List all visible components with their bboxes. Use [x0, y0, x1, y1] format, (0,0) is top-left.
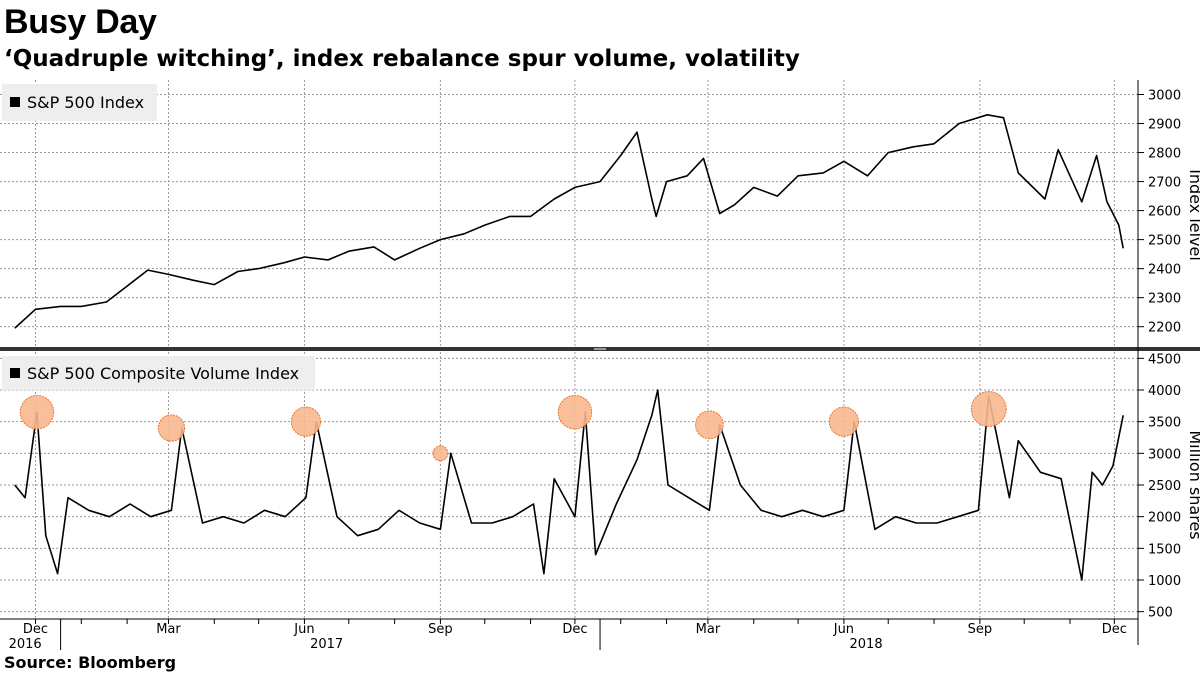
highlight-marker — [290, 406, 322, 437]
highlight-marker — [970, 391, 1007, 427]
index-gridlines — [0, 80, 1138, 347]
volume-legend-swatch — [10, 368, 20, 378]
x-year-label: 2016 — [9, 637, 42, 652]
index-legend: S&P 500 Index — [2, 84, 157, 121]
volume-ytick-label: 3500 — [1148, 416, 1181, 431]
highlight-marker — [695, 410, 724, 440]
x-month-label: Dec — [562, 622, 587, 637]
index-ytick-label: 2900 — [1148, 118, 1181, 133]
axes — [0, 80, 1144, 650]
index-axis-title: Index lelvel — [1186, 169, 1200, 261]
index-ytick-label: 2600 — [1148, 205, 1181, 220]
x-year-label: 2017 — [310, 637, 343, 652]
x-month-label: Mar — [156, 622, 181, 637]
volume-axis-title: Million shares — [1186, 430, 1200, 539]
volume-legend-label: S&P 500 Composite Volume Index — [27, 364, 299, 383]
index-ytick-label: 2400 — [1148, 263, 1181, 278]
volume-ytick-label: 4500 — [1148, 352, 1181, 367]
volume-legend-box — [2, 356, 315, 390]
panel-divider-handle — [594, 348, 606, 350]
volume-gridlines — [0, 352, 1138, 618]
volume-legend: S&P 500 Composite Volume Index — [2, 356, 315, 390]
volume-ytick-label: 1000 — [1148, 574, 1181, 589]
x-year-label: 2018 — [850, 637, 883, 652]
volume-ytick-label: 2500 — [1148, 479, 1181, 494]
index-ytick-label: 2200 — [1148, 321, 1181, 336]
highlight-marker — [828, 406, 859, 437]
index-legend-label: S&P 500 Index — [27, 93, 144, 112]
index-ytick-label: 2500 — [1148, 234, 1181, 249]
volume-ytick-label: 2000 — [1148, 511, 1181, 526]
volume-ytick-label: 500 — [1148, 606, 1173, 621]
source-note: Source: Bloomberg — [4, 653, 177, 672]
index-ytick-label: 3000 — [1148, 89, 1181, 104]
highlight-marker — [432, 445, 449, 462]
highlight-marker — [157, 414, 186, 442]
volume-series — [14, 389, 1124, 581]
x-month-label: Sep — [968, 622, 993, 637]
x-month-label: Sep — [428, 622, 453, 637]
highlight-marker — [19, 394, 55, 430]
x-month-label: Dec — [23, 622, 48, 637]
volume-line — [14, 389, 1124, 581]
volume-ytick-label: 1500 — [1148, 542, 1181, 557]
index-series — [14, 114, 1124, 329]
index-ytick-label: 2700 — [1148, 176, 1181, 191]
x-month-label: Mar — [696, 622, 721, 637]
chart-subtitle: ‘Quadruple witching’, index rebalance sp… — [4, 46, 800, 72]
event-highlights — [19, 391, 1007, 462]
x-month-label: Jun — [293, 622, 314, 637]
volume-ytick-label: 4000 — [1148, 384, 1181, 399]
index-line — [14, 114, 1124, 329]
volume-ytick-label: 3000 — [1148, 447, 1181, 462]
index-ytick-label: 2300 — [1148, 292, 1181, 307]
highlight-marker — [557, 394, 593, 430]
index-ytick-label: 2800 — [1148, 147, 1181, 162]
x-month-label: Jun — [833, 622, 854, 637]
index-legend-box — [2, 84, 157, 121]
tick-labels: 2200 2300 2400 2500 2600 2700 2800 2900 3000 500 1… — [9, 89, 1182, 652]
chart-title: Busy Day — [4, 3, 157, 41]
x-month-label: Dec — [1102, 622, 1127, 637]
index-legend-swatch — [10, 97, 20, 107]
